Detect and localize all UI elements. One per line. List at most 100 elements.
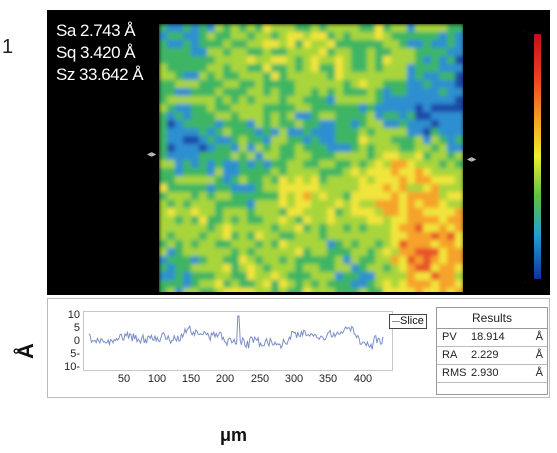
profile-legend[interactable]: Slice <box>389 314 427 329</box>
height-map-cell <box>239 152 248 161</box>
height-map-cell <box>263 96 272 105</box>
height-map-cell <box>207 264 216 273</box>
height-map-cell <box>399 224 408 233</box>
height-map-cell <box>159 112 168 121</box>
height-map-cell <box>343 248 352 257</box>
height-map-cell <box>303 120 312 129</box>
height-map-cell <box>255 40 264 49</box>
height-map-cell <box>295 64 304 73</box>
height-map-cell <box>423 72 432 81</box>
height-map-cell <box>311 136 320 145</box>
height-map-cell <box>295 160 304 169</box>
height-map-cell <box>167 112 176 121</box>
result-unit: Å <box>535 331 543 343</box>
height-map-cell <box>191 72 200 81</box>
height-map-cell <box>215 192 224 201</box>
height-map-cell <box>279 72 288 81</box>
height-map-cell <box>223 144 232 153</box>
height-map-cell <box>231 144 240 153</box>
height-map-cell <box>279 208 288 217</box>
height-map-cell <box>311 264 320 273</box>
x-tick-label: 50 <box>117 373 131 385</box>
surface-height-map[interactable] <box>159 24 463 292</box>
height-map-cell <box>335 256 344 265</box>
height-map-cell <box>231 24 240 33</box>
height-map-cell <box>399 136 408 145</box>
height-map-cell <box>231 120 240 129</box>
height-map-cell <box>295 280 304 289</box>
height-map-cell <box>175 56 184 65</box>
height-map-cell <box>351 72 360 81</box>
height-map-cell <box>391 128 400 137</box>
height-map-cell <box>431 176 440 185</box>
height-map-cell <box>311 208 320 217</box>
color-scale-top-tick: · <box>524 28 526 34</box>
height-map-cell <box>279 48 288 57</box>
height-map-cell <box>215 264 224 273</box>
height-map-cell <box>263 128 272 137</box>
height-map-cell <box>223 224 232 233</box>
height-map-cell <box>255 264 264 273</box>
height-map-cell <box>231 264 240 273</box>
height-map-cell <box>455 96 463 105</box>
height-map-cell <box>207 64 216 73</box>
height-map-cell <box>375 176 384 185</box>
height-map-cell <box>447 224 456 233</box>
profile-plot-area[interactable] <box>83 311 393 371</box>
height-map-cell <box>159 280 168 289</box>
height-map-cell <box>407 152 416 161</box>
height-map-cell <box>407 240 416 249</box>
height-map-cell <box>423 64 432 73</box>
height-map-cell <box>399 232 408 241</box>
height-map-cell <box>351 264 360 273</box>
height-map-cell <box>175 64 184 73</box>
height-map-cell <box>199 248 208 257</box>
height-map-cell <box>383 136 392 145</box>
height-map-cell <box>191 208 200 217</box>
height-map-cell <box>431 192 440 201</box>
height-map-cell <box>311 248 320 257</box>
height-map-cell <box>319 32 328 41</box>
height-map-cell <box>223 192 232 201</box>
height-map-cell <box>343 232 352 241</box>
height-map-cell <box>231 272 240 281</box>
height-map-cell <box>447 112 456 121</box>
height-map-cell <box>391 264 400 273</box>
height-map-cell <box>183 144 192 153</box>
height-map-cell <box>431 184 440 193</box>
height-map-cell <box>383 184 392 193</box>
height-map-cell <box>407 168 416 177</box>
height-map-cell <box>351 160 360 169</box>
height-map-cell <box>247 24 256 33</box>
height-map-cell <box>239 24 248 33</box>
height-map-cell <box>191 192 200 201</box>
height-map-cell <box>231 248 240 257</box>
height-map-cell <box>455 32 463 41</box>
height-map-cell <box>351 88 360 97</box>
height-map-cell <box>231 72 240 81</box>
height-map-cell <box>271 200 280 209</box>
height-map-cell <box>231 240 240 249</box>
slice-marker-left[interactable]: ◀▶ <box>147 152 157 158</box>
height-map-cell <box>351 136 360 145</box>
height-map-cell <box>231 40 240 49</box>
height-map-cell <box>207 136 216 145</box>
height-map-cell <box>455 48 463 57</box>
height-map-cell <box>295 184 304 193</box>
height-map-cell <box>191 152 200 161</box>
height-map-cell <box>455 288 463 292</box>
height-map-cell <box>199 136 208 145</box>
height-map-cell <box>215 64 224 73</box>
height-map-cell <box>455 200 463 209</box>
height-map-cell <box>439 232 448 241</box>
height-map-cell <box>319 88 328 97</box>
height-map-cell <box>263 200 272 209</box>
height-map-cell <box>263 272 272 281</box>
height-map-cell <box>279 112 288 121</box>
height-map-cell <box>335 48 344 57</box>
height-map-cell <box>415 64 424 73</box>
height-map-cell <box>175 288 184 292</box>
slice-marker-right[interactable]: ◀▶ <box>467 157 477 163</box>
height-map-cell <box>159 32 168 41</box>
height-map-cell <box>295 176 304 185</box>
